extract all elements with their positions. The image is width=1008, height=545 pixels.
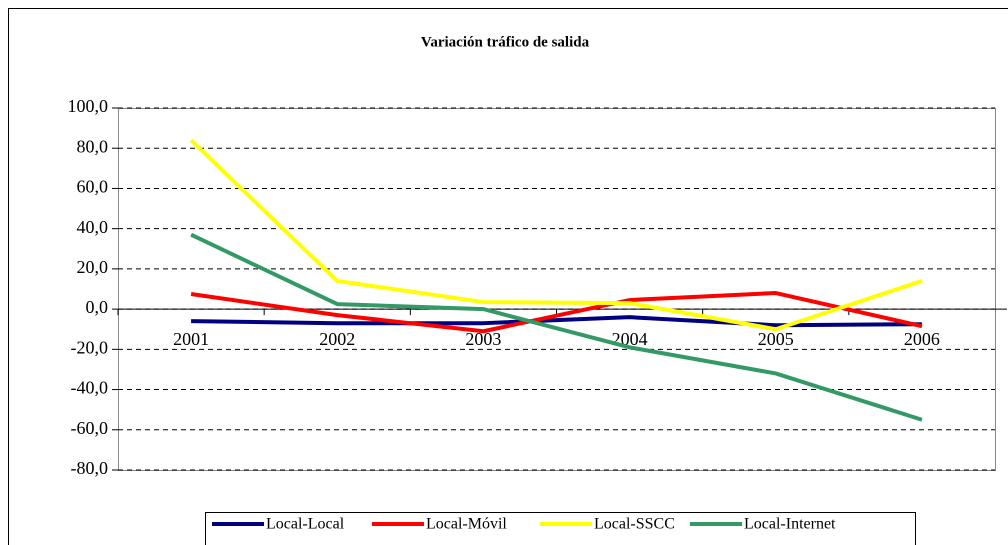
x-tick-label: 2006 [904,329,940,349]
x-tick-label: 2005 [758,329,794,349]
plot-area [118,108,996,471]
y-tick-label: -80,0 [71,458,109,478]
chart-title: Variación tráfico de salida [421,34,590,50]
series-line [190,232,923,422]
y-tick-label: 0,0 [86,297,109,317]
y-tick-label: -20,0 [71,337,109,357]
y-tick-label: 80,0 [77,136,109,156]
legend-box [205,512,916,545]
series-line [190,291,923,334]
x-tick-label: 2003 [465,329,501,349]
x-tick-label: 2002 [319,329,355,349]
y-tick-label: -40,0 [71,378,109,398]
legend-label: Local-SSCC [594,516,675,533]
y-tick-label: 40,0 [77,217,109,237]
legend-label: Local-Internet [744,516,836,533]
y-tick-label: -60,0 [71,418,109,438]
legend-label: Local-Local [266,516,345,533]
y-tick-label: 100,0 [68,96,109,116]
x-tick-label: 2001 [173,329,209,349]
y-tick-label: 60,0 [77,177,109,197]
legend-label: Local-Móvil [426,516,507,533]
y-tick-label: 20,0 [77,257,109,277]
series-line [191,315,922,328]
series-line [189,138,923,332]
